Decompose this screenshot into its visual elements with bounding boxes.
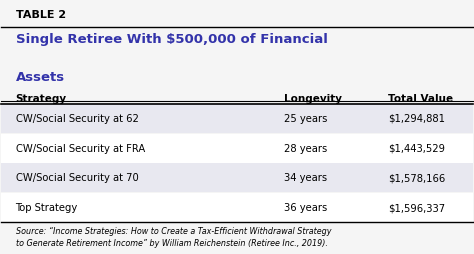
Text: 28 years: 28 years — [284, 143, 328, 153]
FancyBboxPatch shape — [1, 104, 473, 133]
Text: CW/Social Security at FRA: CW/Social Security at FRA — [16, 143, 145, 153]
Text: $1,294,881: $1,294,881 — [388, 114, 445, 123]
FancyBboxPatch shape — [1, 134, 473, 163]
Text: Strategy: Strategy — [16, 93, 67, 103]
Text: $1,578,166: $1,578,166 — [388, 173, 445, 183]
Text: TABLE 2: TABLE 2 — [16, 10, 66, 20]
Text: Total Value: Total Value — [388, 93, 453, 103]
Text: CW/Social Security at 70: CW/Social Security at 70 — [16, 173, 138, 183]
Text: Source: “Income Strategies: How to Create a Tax-Efficient Withdrawal Strategy
to: Source: “Income Strategies: How to Creat… — [16, 226, 331, 247]
Text: 34 years: 34 years — [284, 173, 327, 183]
Text: $1,596,337: $1,596,337 — [388, 202, 445, 212]
Text: Longevity: Longevity — [284, 93, 342, 103]
Text: Assets: Assets — [16, 70, 64, 83]
Text: Top Strategy: Top Strategy — [16, 202, 78, 212]
FancyBboxPatch shape — [1, 193, 473, 222]
Text: CW/Social Security at 62: CW/Social Security at 62 — [16, 114, 138, 123]
Text: $1,443,529: $1,443,529 — [388, 143, 445, 153]
Text: 36 years: 36 years — [284, 202, 328, 212]
Text: 25 years: 25 years — [284, 114, 328, 123]
FancyBboxPatch shape — [1, 164, 473, 193]
Text: Single Retiree With $500,000 of Financial: Single Retiree With $500,000 of Financia… — [16, 33, 328, 46]
